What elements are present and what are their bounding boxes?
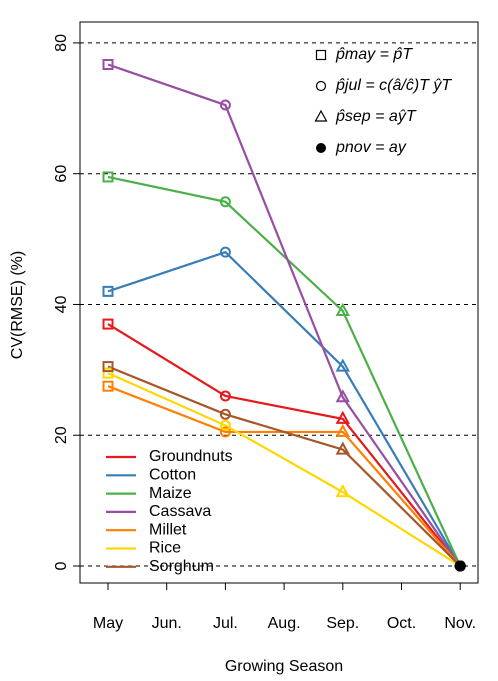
marker-triangle: [335, 441, 350, 455]
x-tick-label: Jun.: [152, 615, 182, 632]
y-tick-label: 40: [53, 295, 70, 313]
marker-circle: [219, 196, 231, 208]
y-tick-label: 60: [53, 165, 70, 183]
marker-legend-label: p̂jul = c(â/ĉ)T ŷT: [335, 77, 452, 94]
marker-square: [102, 285, 114, 297]
legend-label: Millet: [149, 521, 187, 538]
legend-label: Cassava: [149, 503, 211, 520]
series-line: [107, 323, 462, 567]
legend-triangle: [314, 109, 328, 122]
x-axis-label: Growing Season: [225, 658, 343, 675]
series-line: [107, 365, 461, 567]
marker-triangle: [335, 484, 350, 498]
series-line: [107, 250, 462, 567]
marker-square: [102, 171, 114, 183]
marker-circle: [219, 419, 231, 431]
marker-square: [102, 59, 114, 70]
marker-square: [102, 380, 114, 392]
legend-circle: [315, 80, 327, 92]
series-line: [107, 63, 462, 567]
x-tick-label: Nov.: [444, 615, 476, 632]
marker-square: [102, 367, 114, 379]
marker-circle: [219, 408, 231, 420]
marker-circle: [219, 246, 231, 258]
marker-square: [102, 361, 114, 373]
marker-triangle: [335, 358, 350, 372]
legend-label: Maize: [149, 485, 192, 502]
plot-frame: [79, 21, 479, 584]
marker-circle: [219, 390, 231, 402]
marker-triangle: [335, 389, 350, 403]
x-tick-label: Oct.: [387, 615, 416, 632]
x-tick-label: Jul.: [213, 615, 238, 632]
legend-dot: [316, 143, 326, 153]
marker-circle: [219, 426, 231, 438]
marker-legend-label: pnov = ay: [335, 139, 407, 156]
legend-label: Cotton: [149, 467, 196, 484]
legend-label: Sorghum: [149, 558, 214, 575]
marker-triangle: [335, 302, 350, 316]
x-tick-label: Sep.: [326, 615, 359, 632]
marker-legend-label: p̂may = p̂T: [335, 46, 413, 63]
series-line: [107, 372, 461, 567]
marker-dot: [454, 560, 466, 572]
y-tick-label: 0: [53, 561, 70, 570]
marker-circle: [219, 99, 231, 111]
series-line: [107, 175, 462, 567]
marker-triangle: [335, 423, 350, 437]
marker-triangle: [335, 410, 350, 424]
legend-label: Rice: [149, 540, 181, 557]
legend-label: Groundnuts: [149, 448, 233, 465]
marker-legend-label: p̂sep = aŷT: [335, 108, 417, 125]
marker-square: [102, 318, 114, 330]
x-tick-label: May: [93, 615, 123, 632]
y-tick-label: 20: [53, 426, 70, 444]
y-tick-label: 80: [53, 34, 70, 52]
x-tick-label: Aug.: [268, 615, 301, 632]
legend-square: [315, 49, 327, 61]
y-axis-label: CV(RMSE) (%): [9, 251, 26, 359]
